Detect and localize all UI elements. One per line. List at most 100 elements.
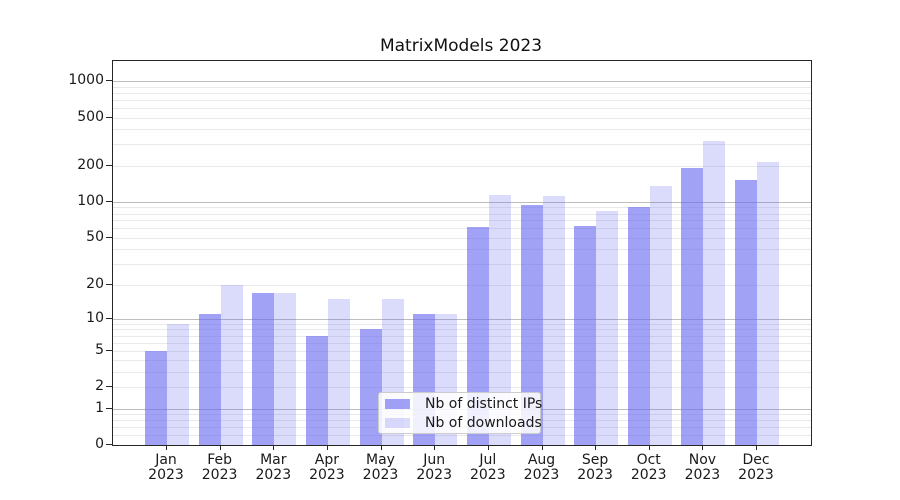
x-axis-tick (541, 445, 543, 450)
bar-distinct-ips-aug (520, 204, 543, 445)
gridline-minor (113, 165, 811, 167)
y-axis-label: 500 (77, 108, 104, 125)
x-axis-label: Aug 2023 (523, 452, 560, 483)
y-axis-tick (106, 200, 112, 202)
y-axis-label: 50 (86, 228, 104, 245)
gridline-minor (113, 323, 811, 325)
legend-swatch-downloads (385, 417, 410, 428)
gridline-minor (113, 237, 811, 239)
gridline-minor (113, 144, 811, 146)
bar-downloads-sep (596, 211, 619, 445)
gridline-minor (113, 207, 811, 209)
gridline-minor (113, 387, 811, 389)
gridline-minor (113, 249, 811, 251)
bar-downloads-apr (327, 298, 350, 445)
bar-downloads-mar (274, 292, 297, 445)
gridline-major (113, 81, 811, 82)
y-axis-tick (106, 407, 112, 409)
legend-row-distinct-ips: Nb of distinct IPs (385, 396, 542, 412)
bar-distinct-ips-may (359, 329, 382, 445)
y-axis-label: 5 (95, 341, 104, 358)
bar-downloads-nov (703, 141, 726, 445)
x-axis-tick (166, 445, 167, 450)
y-axis-tick (106, 317, 112, 319)
x-axis-label: Jul 2023 (469, 452, 506, 483)
bar-distinct-ips-dec (735, 180, 757, 445)
legend-label-distinct-ips: Nb of distinct IPs (425, 395, 543, 412)
y-axis-label: 0 (95, 436, 104, 452)
gridline-minor (113, 335, 811, 337)
plot-area (112, 60, 812, 446)
x-axis-label: Jun 2023 (416, 452, 452, 483)
y-axis-label: 1000 (68, 72, 104, 88)
gridline-minor (113, 117, 811, 119)
y-axis-label: 2 (95, 378, 104, 395)
y-axis-tick (106, 80, 112, 81)
chart-title: MatrixModels 2023 (379, 36, 543, 56)
x-axis-label: Nov 2023 (684, 452, 721, 483)
y-axis-tick (106, 236, 112, 238)
gridline-minor (113, 284, 811, 286)
x-axis-tick (219, 445, 221, 450)
gridline-major (113, 318, 811, 320)
y-axis-label: 20 (86, 275, 104, 292)
gridline-minor (113, 213, 811, 215)
x-axis-tick (326, 445, 328, 450)
bar-downloads-jan (167, 323, 189, 445)
bar-distinct-ips-sep (574, 225, 597, 445)
x-axis-tick (595, 445, 597, 450)
gridline-minor (113, 264, 811, 266)
bar-distinct-ips-oct (627, 207, 650, 445)
y-axis-tick (106, 349, 112, 351)
gridline-minor (113, 220, 811, 222)
bar-downloads-oct (649, 186, 672, 445)
x-axis-label: May 2023 (362, 452, 399, 483)
gridline-minor (113, 350, 811, 352)
x-axis-label: Dec 2023 (738, 452, 774, 483)
y-axis-label: 100 (77, 192, 104, 209)
gridline-minor (113, 86, 811, 88)
gridline-minor (113, 342, 811, 344)
x-axis-label: Sep 2023 (577, 452, 613, 483)
gridline-minor (113, 99, 811, 101)
bar-distinct-ips-nov (681, 168, 704, 445)
y-axis-label: 200 (77, 156, 104, 173)
x-axis-label: Mar 2023 (255, 452, 292, 483)
gridline-minor (113, 228, 811, 230)
gridline-minor (113, 372, 811, 373)
gridline-minor (113, 360, 811, 362)
gridline-minor (113, 435, 811, 437)
legend-label-downloads: Nb of downloads (425, 414, 542, 431)
gridline-minor (113, 92, 811, 94)
y-axis-tick (106, 386, 112, 388)
gridline-major (113, 201, 811, 203)
x-axis-tick (434, 445, 436, 450)
x-axis-tick (756, 445, 757, 450)
x-axis-label: Apr 2023 (309, 452, 345, 483)
bar-distinct-ips-mar (252, 292, 275, 445)
y-axis-label: 1 (95, 399, 104, 416)
legend: Nb of distinct IPs Nb of downloads (378, 392, 542, 434)
y-axis-label: 10 (86, 309, 104, 326)
bar-downloads-aug (542, 195, 565, 445)
y-axis-tick (106, 164, 112, 166)
y-axis-tick (106, 283, 112, 285)
bar-downloads-feb (220, 284, 243, 445)
x-axis-label: Jan 2023 (148, 452, 184, 483)
y-axis-tick (106, 116, 112, 118)
x-axis-tick (273, 445, 275, 450)
x-axis-tick (487, 445, 489, 450)
x-axis-label: Feb 2023 (201, 452, 238, 483)
bar-distinct-ips-jul (466, 226, 489, 445)
legend-swatch-distinct-ips (385, 398, 410, 409)
bar-distinct-ips-apr (305, 335, 328, 445)
x-axis-label: Oct 2023 (630, 452, 667, 483)
legend-row-downloads: Nb of downloads (385, 415, 542, 431)
bar-downloads-dec (757, 162, 779, 445)
x-axis-tick (380, 445, 382, 450)
bar-distinct-ips-jan (145, 350, 167, 445)
y-axis-tick (106, 444, 112, 445)
gridline-minor (113, 329, 811, 331)
bar-downloads-jul (488, 194, 511, 445)
